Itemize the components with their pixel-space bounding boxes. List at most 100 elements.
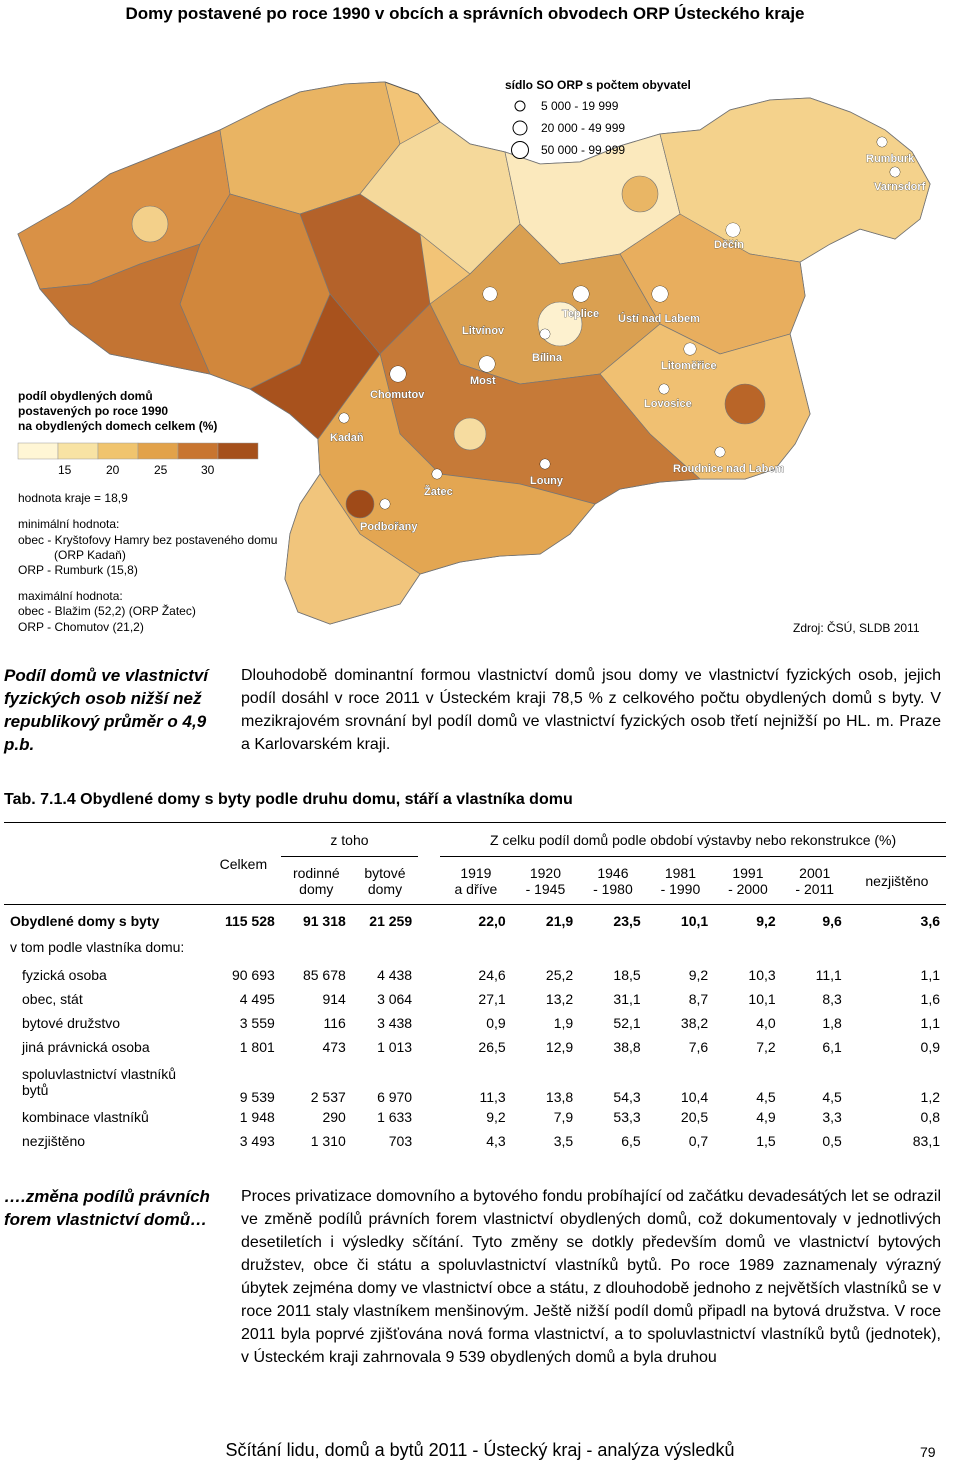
table-row: fyzická osoba 90 693 85 678 4 438 24,6 25,2 18…: [4, 963, 946, 987]
city-label: Podbořany: [360, 521, 418, 533]
city-label: Ústí nad Labem: [618, 312, 700, 325]
header-rodinne: rodinné: [292, 864, 340, 881]
table-cell: 8,7: [688, 990, 709, 1007]
header-period: 1991: [732, 864, 764, 881]
table-cell: 3 493: [239, 1132, 275, 1149]
seat-legend: sídlo SO ORP s počtem obyvatel 5 000 - 1…: [505, 78, 691, 159]
header-celkem: Celkem: [219, 855, 268, 872]
header-period: 1946: [597, 864, 629, 881]
page-number: 79: [920, 1444, 936, 1460]
table-cell: 53,3: [613, 1108, 641, 1125]
table-cell: 6,1: [822, 1038, 842, 1055]
table-cell: 1,8: [822, 1014, 842, 1031]
city-label: Litvínov: [462, 325, 505, 337]
table-cell: 4,9: [756, 1108, 776, 1125]
table-cell: 7,9: [553, 1108, 574, 1125]
table-cell: 1,2: [920, 1088, 940, 1105]
header-nezjisteno: nezjištěno: [865, 872, 929, 889]
seat-legend-item: 5 000 - 19 999: [541, 99, 619, 113]
table-cell: 1,6: [920, 990, 940, 1007]
table-cell: 3,6: [920, 912, 940, 929]
city-label: Lovosice: [644, 398, 692, 410]
row-label: kombinace vlastníků: [22, 1108, 149, 1125]
city-markers: Rumburk Varnsdorf Děčín Teplice Ústí nad…: [330, 136, 926, 533]
table-cell: 9,6: [822, 912, 842, 929]
table-cell: 22,0: [478, 912, 506, 929]
table-cell: 83,1: [912, 1132, 940, 1149]
table-cell: 7,6: [688, 1038, 709, 1055]
table-cell: 10,4: [680, 1088, 709, 1105]
table-cell: 4 495: [239, 990, 275, 1007]
header-period: 1919: [460, 864, 492, 881]
city-label: Děčín: [714, 239, 744, 251]
table-cell: 20,5: [680, 1108, 709, 1125]
table-cell: 0,9: [920, 1038, 940, 1055]
table-cell: 290: [322, 1108, 346, 1125]
scale-label: 15: [58, 463, 72, 477]
table-cell: 7,2: [756, 1038, 776, 1055]
table-cell: 21 259: [369, 912, 413, 929]
seat-legend-item: 50 000 - 99 999: [541, 143, 625, 157]
table-subhead-row: v tom podle vlastníka domu:: [4, 937, 946, 963]
table-row: nezjištěno 3 493 1 310 703 4,3 3,5 6,5 0,7 1,5 0,…: [4, 1129, 946, 1153]
scale-swatch: [217, 442, 259, 460]
paragraph: Proces privatizace domovního a bytového …: [241, 1188, 941, 1366]
table-cell: 52,1: [613, 1014, 641, 1031]
table-cell: 1 633: [377, 1108, 413, 1125]
legend-title: podíl obydlených domů: [18, 389, 153, 403]
table-cell: 4 438: [377, 966, 413, 983]
legend-title: na obydlených domech celkem (%): [18, 419, 217, 433]
table-cell: 2 537: [310, 1088, 346, 1105]
table-row: obec, stát 4 495 914 3 064 27,1 13,2 31,1 8,7 10…: [4, 987, 946, 1011]
city-label: Roudnice nad Labem: [673, 463, 784, 475]
table-cell: 3 438: [377, 1014, 413, 1031]
table-cell: 1,1: [920, 1014, 940, 1031]
scale-swatch: [57, 442, 99, 460]
table-cell: 1 948: [239, 1108, 275, 1125]
table-cell: 9 539: [239, 1088, 275, 1105]
table-cell: 6,5: [621, 1132, 641, 1149]
table-cell: 0,8: [920, 1108, 940, 1125]
table-cell: 9,2: [486, 1108, 506, 1125]
city-label: Rumburk: [866, 153, 915, 165]
row-label: spoluvlastnictví vlastníků bytů: [22, 1065, 177, 1098]
table-cell: 11,3: [479, 1088, 506, 1105]
region-value: hodnota kraje = 18,9: [18, 491, 128, 505]
city-label: Most: [470, 375, 496, 387]
table-cell: 116: [323, 1014, 346, 1031]
city-label: Louny: [530, 475, 564, 487]
table-caption: Tab. 7.1.4 Obydlené domy s byty podle dr…: [4, 791, 573, 808]
city-label: Bílina: [532, 352, 563, 364]
table-cell: 3 064: [377, 990, 413, 1007]
side-note: ….změna podílů právních forem vlastnictv…: [4, 1187, 210, 1229]
table-cell: 4,5: [822, 1088, 842, 1105]
table-cell: 1,1: [920, 966, 940, 983]
side-note: Podíl domů ve vlastnictví fyzických osob…: [4, 666, 209, 754]
table-row: Obydlené domy s byty 115 528 91 318 21 259 2…: [4, 905, 946, 937]
table-cell: 11,1: [815, 966, 842, 983]
min-line: (ORP Kadaň): [54, 548, 126, 562]
city-label: Teplice: [562, 308, 599, 320]
table-cell: 473: [322, 1038, 346, 1055]
row-label: obec, stát: [22, 990, 83, 1007]
paragraph: Dlouhodobě dominantní formou vlastnictví…: [241, 667, 941, 753]
table-cell: 25,2: [545, 966, 574, 983]
legend-title: postavených po roce 1990: [18, 404, 168, 418]
table-cell: 4,5: [756, 1088, 776, 1105]
table-cell: 1,9: [553, 1014, 574, 1031]
table-cell: 10,3: [748, 966, 776, 983]
seat-legend-title: sídlo SO ORP s počtem obyvatel: [505, 78, 691, 92]
table-cell: 90 693: [231, 966, 275, 983]
table-cell: 13,2: [545, 990, 574, 1007]
table-cell: 0,9: [486, 1014, 506, 1031]
city-label: Žatec: [424, 485, 453, 498]
table-cell: 8,3: [822, 990, 842, 1007]
value-legend: podíl obydlených domů postavených po roc…: [17, 389, 277, 634]
table-cell: 1 013: [377, 1038, 413, 1055]
scale-label: 20: [106, 463, 120, 477]
table-cell: 21,9: [545, 912, 574, 929]
city-label: Kadaň: [330, 432, 364, 444]
table-cell: 38,8: [613, 1038, 641, 1055]
scale-label: 30: [201, 463, 215, 477]
table-cell: 9,2: [756, 912, 776, 929]
